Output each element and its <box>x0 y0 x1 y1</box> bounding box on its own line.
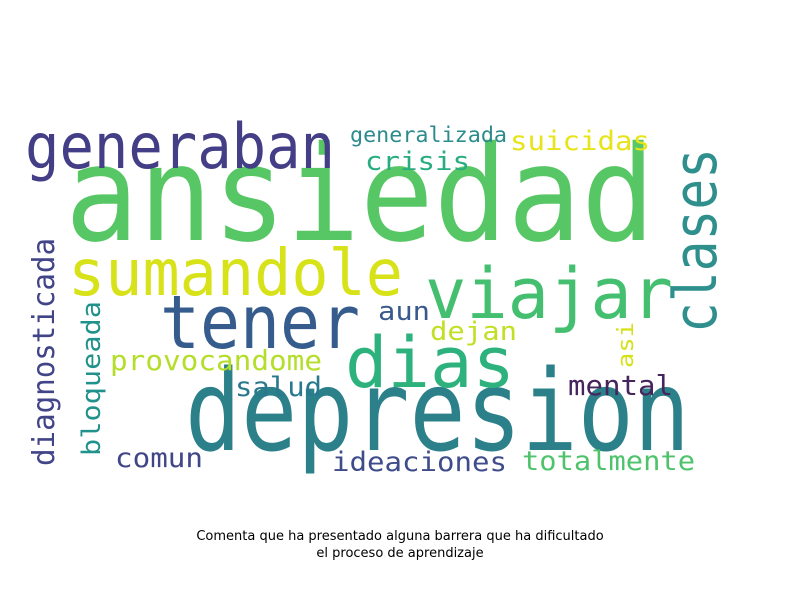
word-diagnosticada: diagnosticada <box>27 238 62 466</box>
word-ansiedad: ansiedad <box>65 118 655 272</box>
caption-line-1: Comenta que ha presentado alguna barrera… <box>196 529 604 544</box>
word-sumandole: sumandole <box>68 237 403 311</box>
word-dejan: dejan <box>430 317 517 347</box>
word-clases: clases <box>661 148 731 333</box>
word-viajar: viajar <box>425 253 673 335</box>
word-crisis: crisis <box>365 147 470 177</box>
word-comun: comun <box>115 443 203 474</box>
word-bloqueada: bloqueada <box>77 301 107 456</box>
word-suicidas: suicidas <box>510 126 650 157</box>
word-dias: dias <box>345 322 515 404</box>
caption-line-2: el proceso de aprendizaje <box>316 546 484 561</box>
word-ideaciones: ideaciones <box>332 447 507 478</box>
word-tener: tener <box>160 280 360 366</box>
word-salud: salud <box>235 372 322 403</box>
word-provocandome: provocandome <box>110 344 322 377</box>
word-aun: aun <box>378 297 430 327</box>
word-depresion: depresion <box>185 347 690 477</box>
word-generalizada: generalizada <box>350 123 507 147</box>
word-mental: mental <box>568 369 673 402</box>
word-totalmente: totalmente <box>522 446 695 477</box>
word-generaban: generaban <box>25 110 335 183</box>
word-asi: asi <box>614 322 639 368</box>
figure-caption: Comenta que ha presentado alguna barrera… <box>0 528 800 562</box>
